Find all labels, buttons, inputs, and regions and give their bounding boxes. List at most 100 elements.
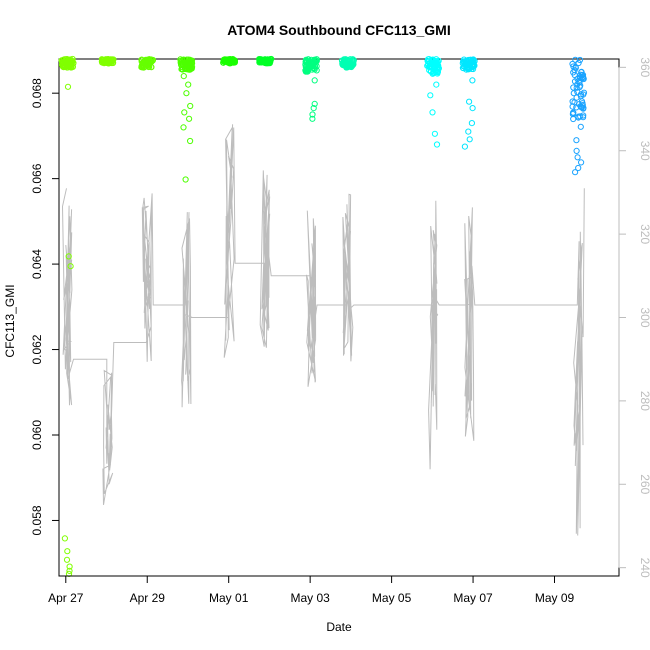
data-point [64,83,72,90]
data-point [469,77,476,84]
y2-tick-label: 300 [638,307,650,327]
data-point [348,61,355,68]
data-point [180,124,187,131]
data-point [573,104,580,111]
x-tick-label: May 03 [290,591,330,605]
data-point [433,141,441,148]
data-point [461,143,468,150]
data-point [183,90,190,97]
data-point [105,59,112,66]
data-point [429,70,436,77]
data-point [223,58,231,65]
data-point [426,60,433,67]
data-point [187,137,194,145]
data-point [570,69,577,76]
x-tick-label: Apr 29 [130,591,166,605]
data-point [469,105,476,112]
data-point [570,109,577,116]
data-point [63,556,71,563]
data-point [469,56,476,64]
data-point [575,59,582,67]
data-point [431,64,438,72]
data-point [580,75,587,83]
data-point [469,61,476,68]
data-point [570,84,577,91]
plot-frame [58,58,620,577]
y-tick-label: 0.060 [30,420,44,450]
data-point [341,62,348,69]
data-point [302,67,309,74]
secondary-axis-trace [61,124,585,536]
y2-tick-label: 260 [638,474,650,494]
x-axis: Apr 27 Apr 29 May 01 May 03 May 05 May 07 May … [48,575,575,605]
y2-tick-label: 340 [638,141,650,161]
data-point [344,57,351,64]
data-point [145,57,152,64]
data-point [187,102,194,110]
x-tick-label: May 05 [372,591,412,605]
data-point [309,111,316,118]
data-point [465,128,472,135]
data-point [576,56,584,64]
data-point [180,73,187,80]
y-tick-label: 0.068 [30,78,44,108]
y2-tick-label: 280 [638,391,650,411]
data-point [311,100,318,108]
y-axis-label: CFC113_GMI [3,284,17,357]
data-point [99,56,106,64]
data-point [65,570,73,578]
data-point [573,137,580,144]
data-point [181,109,188,116]
data-points [58,55,588,578]
data-point [181,65,189,73]
data-point [580,89,588,96]
data-point [429,109,436,116]
data-point [182,176,189,183]
data-point [465,63,472,71]
x-tick-label: May 07 [453,591,493,605]
data-point [258,59,265,66]
data-point [433,81,440,88]
data-point [577,91,585,98]
data-point [138,56,145,63]
data-point [433,56,440,63]
data-point [188,57,196,64]
data-point [577,93,585,100]
data-point [572,64,579,71]
y2-tick-label: 240 [638,558,650,578]
data-point [309,115,316,122]
data-point [226,59,233,66]
data-point [468,120,475,127]
data-point [312,59,319,66]
x-axis-label: Date [326,620,352,634]
data-point [141,63,148,70]
data-point [148,57,155,64]
data-point [466,136,473,143]
y-tick-label: 0.066 [30,163,44,193]
data-point [575,164,582,172]
data-point [303,57,310,64]
data-point [66,567,73,575]
y-tick-label: 0.058 [30,505,44,535]
y-tick-label: 0.062 [30,334,44,364]
y2-tick-label: 360 [638,57,650,77]
data-point [578,69,585,76]
data-point [431,130,438,137]
x-tick-label: Apr 27 [48,591,84,605]
data-point [466,64,473,71]
data-point [577,123,584,130]
y-axis-left: 0.058 0.060 0.062 0.064 0.066 0.068 [30,78,60,535]
data-point [179,66,186,73]
x-tick-label: May 09 [535,591,575,605]
data-point [570,90,577,97]
data-point [227,60,234,67]
data-point [425,56,433,63]
data-point [64,548,71,555]
data-point [69,58,76,65]
data-point [185,81,192,88]
data-point [580,104,587,112]
data-point [574,81,581,88]
y-tick-label: 0.064 [30,249,44,279]
secondary-trace-line [61,124,585,536]
